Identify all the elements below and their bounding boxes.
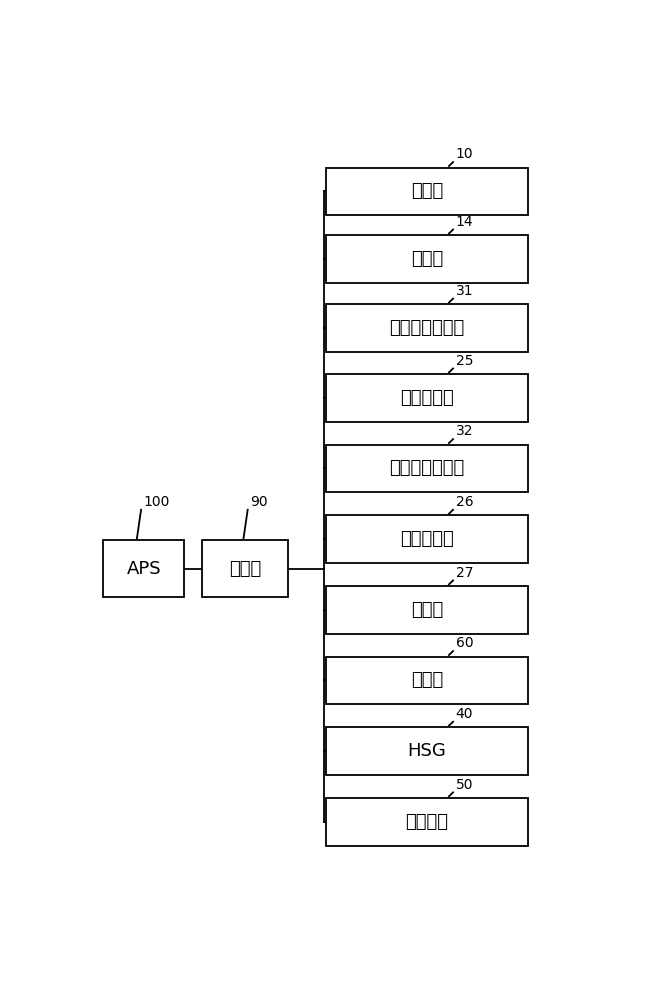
- Text: 31: 31: [456, 284, 473, 298]
- Text: 27: 27: [456, 566, 473, 580]
- Text: 发动机: 发动机: [411, 182, 444, 200]
- Text: APS: APS: [126, 560, 161, 578]
- Bar: [325, 168, 529, 215]
- Text: 90: 90: [250, 495, 268, 509]
- Bar: [325, 445, 529, 492]
- Bar: [325, 798, 529, 846]
- Text: 驱动马达: 驱动马达: [405, 813, 449, 831]
- Bar: [325, 304, 529, 352]
- Text: 26: 26: [456, 495, 473, 509]
- Bar: [325, 235, 529, 283]
- Bar: [325, 657, 529, 704]
- Bar: [325, 586, 529, 634]
- Text: 节气阀: 节气阀: [411, 250, 444, 268]
- Text: 旁通阀: 旁通阀: [411, 601, 444, 619]
- Text: 50: 50: [456, 778, 473, 792]
- Bar: [325, 727, 529, 775]
- Text: 第一进气阀: 第一进气阀: [400, 389, 454, 407]
- Text: 第一电动增压器: 第一电动增压器: [389, 319, 465, 337]
- Text: 25: 25: [456, 354, 473, 368]
- Text: 40: 40: [456, 707, 473, 721]
- Text: 10: 10: [456, 147, 473, 161]
- Text: 32: 32: [456, 424, 473, 438]
- Bar: [103, 540, 184, 597]
- Text: HSG: HSG: [408, 742, 446, 760]
- Text: 60: 60: [456, 636, 473, 650]
- Text: 第二进气阀: 第二进气阀: [400, 530, 454, 548]
- Text: 控制器: 控制器: [229, 560, 261, 578]
- Bar: [325, 515, 529, 563]
- Text: 离合器: 离合器: [411, 671, 444, 689]
- Text: 100: 100: [144, 495, 170, 509]
- Bar: [325, 374, 529, 422]
- Text: 14: 14: [456, 215, 473, 229]
- Text: 第二电动增压器: 第二电动增压器: [389, 459, 465, 477]
- Bar: [202, 540, 288, 597]
